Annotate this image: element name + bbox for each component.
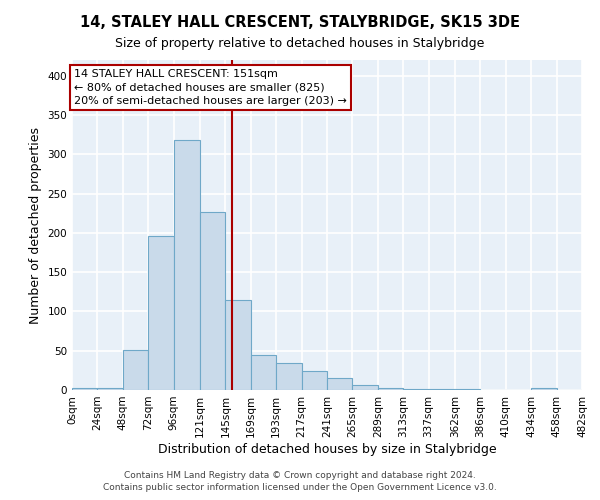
Bar: [276, 362, 302, 390]
X-axis label: Distribution of detached houses by size in Stalybridge: Distribution of detached houses by size …: [158, 442, 496, 456]
Bar: [352, 384, 378, 390]
Bar: [455, 389, 481, 390]
Text: Contains HM Land Registry data © Crown copyright and database right 2024.
Contai: Contains HM Land Registry data © Crown c…: [103, 471, 497, 492]
Bar: [123, 350, 148, 390]
Y-axis label: Number of detached properties: Number of detached properties: [29, 126, 42, 324]
Bar: [327, 378, 352, 390]
Bar: [148, 236, 173, 390]
Bar: [97, 388, 123, 390]
Bar: [173, 140, 200, 390]
Text: 14 STALEY HALL CRESCENT: 151sqm
← 80% of detached houses are smaller (825)
20% o: 14 STALEY HALL CRESCENT: 151sqm ← 80% of…: [74, 70, 347, 106]
Bar: [302, 371, 327, 390]
Bar: [72, 388, 97, 390]
Text: Size of property relative to detached houses in Stalybridge: Size of property relative to detached ho…: [115, 38, 485, 51]
Text: 14, STALEY HALL CRESCENT, STALYBRIDGE, SK15 3DE: 14, STALEY HALL CRESCENT, STALYBRIDGE, S…: [80, 15, 520, 30]
Bar: [226, 300, 251, 390]
Bar: [378, 388, 403, 390]
Bar: [531, 388, 557, 390]
Bar: [428, 389, 455, 390]
Bar: [200, 212, 226, 390]
Bar: [251, 354, 276, 390]
Bar: [403, 389, 428, 390]
